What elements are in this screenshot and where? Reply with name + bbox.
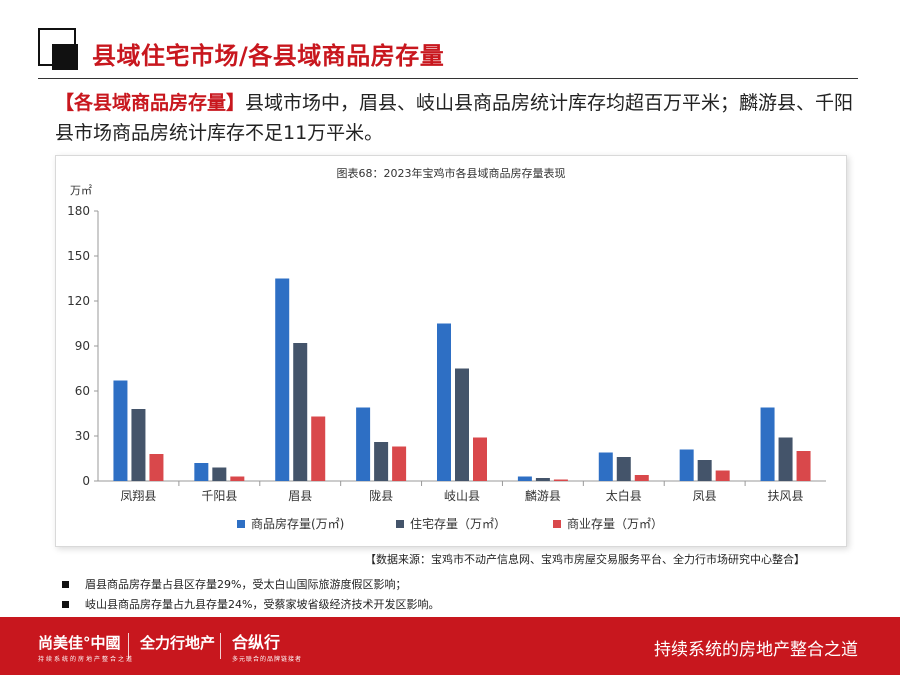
- y-tick-label: 0: [82, 474, 90, 488]
- bar: [796, 451, 811, 481]
- logo-hezongxing: 合纵行 多元联合的品牌链接者: [232, 633, 303, 663]
- legend-swatch: [237, 520, 245, 528]
- chart-title: 图表68：2023年宝鸡市各县域商品房存量表现: [337, 166, 566, 180]
- bar: [679, 449, 694, 481]
- bar: [275, 278, 290, 481]
- x-tick-label: 凤县: [693, 489, 717, 503]
- bullet-icon: [62, 580, 69, 588]
- note-item: 眉县商品房存量占县区存量29%，受太白山国际旅游度假区影响；: [62, 575, 439, 595]
- x-tick-label: 太白县: [606, 488, 642, 503]
- x-tick-label: 凤翔县: [120, 489, 156, 503]
- legend-swatch: [553, 520, 561, 528]
- title-deco-square: [52, 44, 78, 70]
- legend-swatch: [396, 520, 404, 528]
- x-tick-label: 陇县: [369, 488, 393, 503]
- bar: [778, 437, 793, 481]
- bar: [113, 380, 128, 481]
- bar: [230, 476, 245, 481]
- x-tick-label: 千阳县: [201, 489, 237, 503]
- bar: [392, 446, 407, 481]
- chart-card: 图表68：2023年宝鸡市各县域商品房存量表现万㎡ 0 30 60 90 120 150 18…: [55, 155, 847, 547]
- legend-label: 商品房存量(万㎡): [251, 516, 344, 531]
- bar: [697, 460, 712, 481]
- footer-divider: [220, 633, 221, 659]
- data-source: 【数据来源：宝鸡市不动产信息网、宝鸡市房屋交易服务平台、全力行市场研究中心整合】: [365, 553, 805, 566]
- legend-label: 住宅存量（万㎡）: [410, 516, 506, 531]
- bar: [616, 457, 631, 481]
- bar: [760, 407, 775, 481]
- y-tick-label: 120: [67, 294, 90, 308]
- notes-list: 眉县商品房存量占县区存量29%，受太白山国际旅游度假区影响； 岐山县商品房存量占…: [62, 575, 439, 615]
- legend-label: 商业存量（万㎡）: [567, 516, 663, 531]
- y-tick-label: 150: [67, 249, 90, 263]
- bar: [293, 343, 308, 481]
- bar: [374, 442, 389, 481]
- footer-slogan: 持续系统的房地产整合之道: [654, 640, 858, 660]
- bar: [715, 470, 730, 481]
- bar: [553, 479, 568, 481]
- bar: [634, 475, 649, 481]
- logo-quanlixing: 全力行地产: [140, 634, 216, 652]
- lead-text: 县域市场中，眉县、岐山县商品房统计库存均超百万平米；麟游县、千阳县市场商品房统计…: [55, 92, 854, 144]
- y-tick-label: 30: [75, 429, 90, 443]
- bar: [356, 407, 371, 481]
- note-item: 岐山县商品房存量占九县存量24%，受蔡家坡省级经济技术开发区影响。: [62, 595, 439, 615]
- slide-title: 县域住宅市场/各县域商品房存量: [92, 42, 445, 70]
- footer-bar: 尚美佳°中國 持续系统的房地产整合之道 全力行地产 合纵行 多元联合的品牌链接者…: [0, 617, 900, 675]
- x-tick-label: 扶风县: [768, 488, 804, 503]
- lead-tag: 【各县域商品房存量】: [55, 92, 246, 114]
- title-divider: [38, 78, 858, 79]
- bullet-icon: [62, 600, 69, 608]
- bar: [194, 463, 209, 481]
- x-tick-label: 眉县: [288, 489, 312, 503]
- footer-divider: [128, 633, 129, 659]
- lead-paragraph: 【各县域商品房存量】县域市场中，眉县、岐山县商品房统计库存均超百万平米；麟游县、…: [55, 88, 855, 148]
- bar: [517, 476, 532, 481]
- logo-shangmeijia: 尚美佳°中國 持续系统的房地产整合之道: [38, 634, 135, 663]
- bar: [473, 437, 487, 481]
- x-tick-label: 岐山县: [444, 489, 480, 503]
- bar: [535, 478, 550, 481]
- y-tick-label: 90: [75, 339, 90, 353]
- bar: [598, 452, 613, 481]
- y-axis-unit: 万㎡: [70, 184, 92, 197]
- y-tick-label: 60: [75, 384, 90, 398]
- bar: [437, 323, 451, 481]
- bar: [149, 454, 164, 481]
- bar: [131, 409, 146, 481]
- y-tick-label: 180: [67, 204, 90, 218]
- bar: [455, 368, 469, 481]
- bar: [212, 467, 227, 481]
- x-tick-label: 麟游县: [525, 488, 561, 503]
- bar: [311, 416, 326, 481]
